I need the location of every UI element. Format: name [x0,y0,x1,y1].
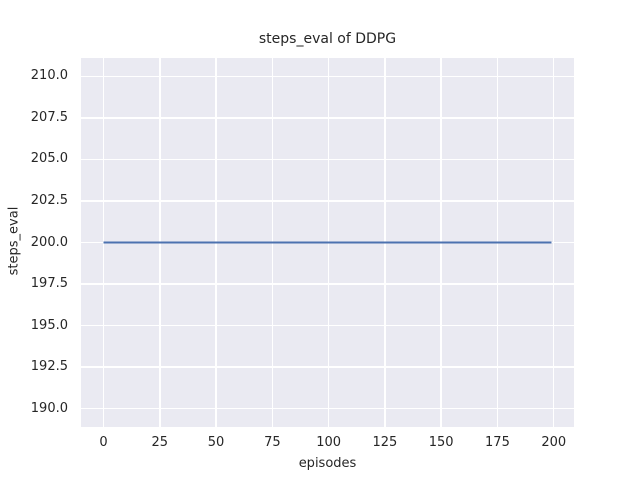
x-tick-label: 25 [151,435,169,450]
x-tick-label: 175 [485,435,510,450]
y-tick-label: 200.0 [30,234,68,250]
y-tick-label: 197.5 [30,276,68,292]
x-tick-label: 100 [316,435,342,450]
y-tick-label: 207.5 [30,109,68,125]
y-tick-label: 192.5 [30,359,68,375]
gridline-vertical [552,58,555,427]
y-tick-label: 210.0 [30,68,68,84]
gridline-horizontal [81,407,574,410]
series-layer [103,241,552,244]
y-tick-label: 205.0 [30,151,68,167]
x-tick-label: 200 [541,435,567,450]
y-tick-label: 195.0 [30,317,68,333]
x-tick-label: 125 [372,435,398,450]
gridline-vertical [102,58,105,427]
chart-title: steps_eval of DDPG [258,31,397,47]
x-axis-label: episodes [298,456,357,471]
y-tick-label: 190.0 [30,400,68,416]
x-tick-label: 150 [428,435,454,450]
gridline-horizontal [81,75,574,78]
gridline-horizontal [81,283,574,285]
gridline-horizontal [81,117,574,119]
x-tick-label: 50 [207,435,225,450]
x-tick-label: 75 [264,435,281,450]
x-tick-label: 0 [99,435,108,450]
gridline-horizontal [81,158,574,161]
y-tick-label: 202.5 [30,192,68,208]
gridline-horizontal [81,200,574,202]
plot-area [81,58,574,427]
gridline-horizontal [81,324,574,327]
gridline-horizontal [81,366,574,368]
